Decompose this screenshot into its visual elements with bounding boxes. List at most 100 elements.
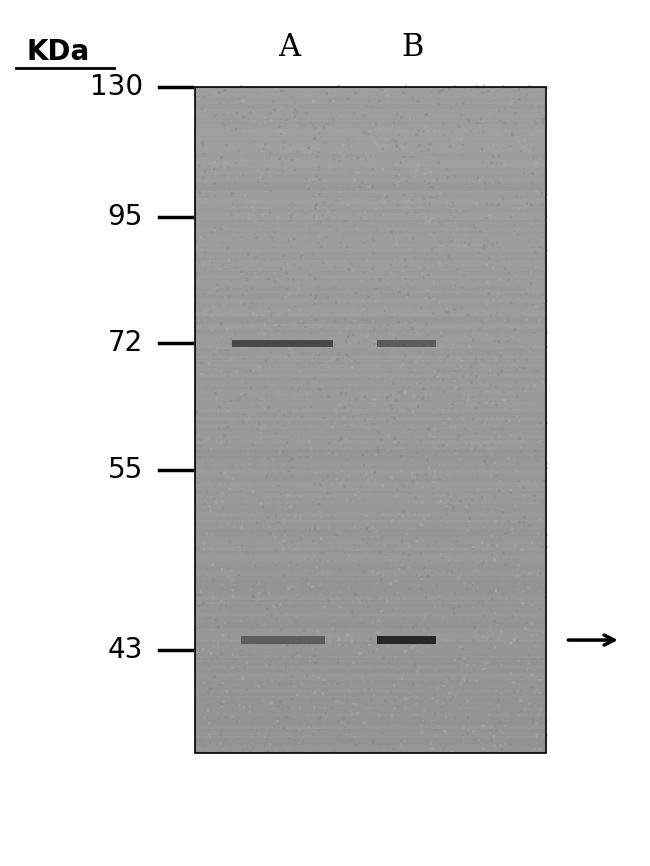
Bar [270,514,273,516]
Bar [197,374,200,377]
Bar [467,728,469,731]
Bar [428,307,430,309]
Bar [490,339,493,341]
Bar [489,145,492,147]
Bar [306,112,308,114]
Bar [358,711,361,714]
Bar [212,604,214,607]
Bar [446,443,448,445]
Bar [252,107,254,109]
Bar [363,87,365,90]
Bar [313,472,316,475]
Bar [411,625,413,628]
Bar [285,666,287,669]
Bar [271,236,274,239]
Bar [203,746,205,748]
Bar [397,320,400,323]
Bar [364,699,367,701]
Bar [460,545,463,547]
Bar [462,195,465,197]
Bar [380,439,383,442]
Bar [389,404,391,406]
Bar [213,195,216,197]
Bar [339,145,342,148]
Bar [318,449,320,452]
Bar [474,570,477,572]
Bar [457,362,460,365]
Bar [442,469,445,471]
Bar [195,151,546,153]
Bar [518,710,521,713]
Bar [365,579,368,582]
Bar [466,404,469,406]
Bar [273,727,276,730]
Bar [451,129,454,132]
Bar [430,452,432,455]
Bar [476,586,479,589]
Bar [473,617,475,619]
Bar [366,601,369,604]
Bar [482,177,484,179]
Bar [339,591,342,593]
Bar [496,294,499,297]
Bar [420,543,423,546]
Bar [510,742,512,745]
Bar [545,346,548,348]
Bar [497,134,499,137]
Bar [504,319,506,321]
Bar [338,404,341,406]
Bar [265,385,267,388]
Bar [324,661,327,663]
Bar [195,629,546,631]
Bar [195,220,546,223]
Bar [442,748,445,751]
Bar [333,430,335,433]
Bar [443,256,445,259]
Bar [333,540,336,542]
Bar [197,252,200,255]
Bar [475,120,478,123]
Bar [502,132,505,134]
Bar [398,695,400,698]
Bar [406,448,409,450]
Bar [475,203,478,205]
Bar [402,379,404,382]
Bar [317,166,320,169]
Bar [527,586,530,589]
Bar [364,673,367,675]
Bar [233,704,235,707]
Bar [195,616,546,617]
Bar [213,397,216,399]
Bar [211,270,213,273]
Bar [315,703,317,706]
Bar [294,119,297,121]
Bar [195,396,546,397]
Bar [286,104,289,107]
Bar [223,472,226,475]
Bar [246,133,249,136]
Bar [499,355,502,358]
Bar [206,438,209,441]
Bar [491,459,494,462]
Bar [537,533,540,535]
Bar [467,524,470,527]
Bar [308,644,311,647]
Bar [477,707,480,709]
Bar [437,369,440,372]
Bar [536,266,538,268]
Bar [219,734,222,736]
Bar [332,697,335,700]
Bar [538,246,541,249]
Bar [237,396,240,398]
Bar [245,418,248,421]
Bar [204,250,207,253]
Bar [291,387,294,390]
Bar [415,133,417,136]
Bar [243,357,246,359]
Bar [460,682,462,685]
Bar [468,243,471,246]
Bar [385,397,388,400]
Bar [292,278,294,281]
Bar [195,325,546,326]
Bar [195,118,546,120]
